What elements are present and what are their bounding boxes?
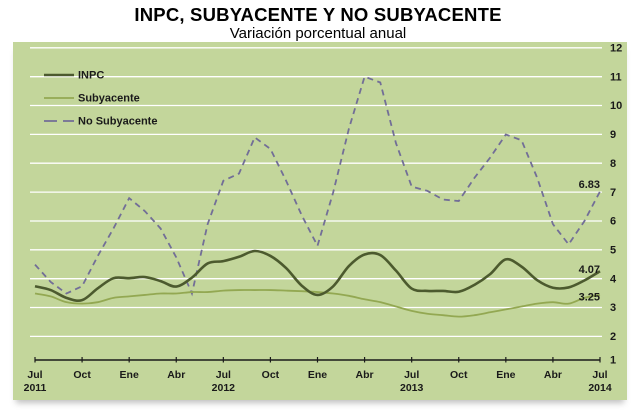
svg-text:Ene: Ene [308, 369, 327, 381]
svg-text:12: 12 [610, 43, 622, 55]
svg-text:9: 9 [610, 129, 616, 141]
svg-text:2014: 2014 [588, 382, 612, 394]
svg-text:Oct: Oct [262, 369, 280, 381]
svg-text:11: 11 [610, 71, 622, 83]
svg-text:1: 1 [610, 355, 616, 367]
svg-text:Jul: Jul [404, 369, 419, 381]
svg-text:Oct: Oct [73, 369, 91, 381]
svg-text:Abr: Abr [356, 369, 374, 381]
svg-text:6: 6 [610, 216, 616, 228]
svg-text:Abr: Abr [167, 369, 185, 381]
svg-text:Abr: Abr [544, 369, 562, 381]
svg-text:3: 3 [610, 302, 616, 314]
svg-text:2011: 2011 [24, 382, 47, 394]
svg-text:Ene: Ene [496, 369, 515, 381]
svg-text:Oct: Oct [450, 369, 468, 381]
svg-text:2: 2 [610, 331, 616, 343]
svg-text:4: 4 [610, 273, 617, 285]
svg-text:Jul: Jul [216, 369, 231, 381]
svg-text:6.83: 6.83 [579, 179, 600, 191]
svg-text:8: 8 [610, 158, 616, 170]
svg-text:Jul: Jul [27, 369, 42, 381]
svg-text:4.07: 4.07 [579, 264, 600, 276]
svg-text:No Subyacente: No Subyacente [78, 116, 157, 128]
svg-text:Ene: Ene [120, 369, 139, 381]
svg-text:2013: 2013 [400, 382, 424, 394]
svg-text:5: 5 [610, 245, 616, 257]
svg-text:7: 7 [610, 187, 616, 199]
svg-text:Subyacente: Subyacente [78, 93, 140, 105]
svg-text:Jul: Jul [592, 369, 607, 381]
svg-text:10: 10 [610, 100, 622, 112]
svg-text:2012: 2012 [212, 382, 236, 394]
svg-text:3.25: 3.25 [579, 292, 600, 304]
svg-text:INPC: INPC [78, 70, 104, 82]
